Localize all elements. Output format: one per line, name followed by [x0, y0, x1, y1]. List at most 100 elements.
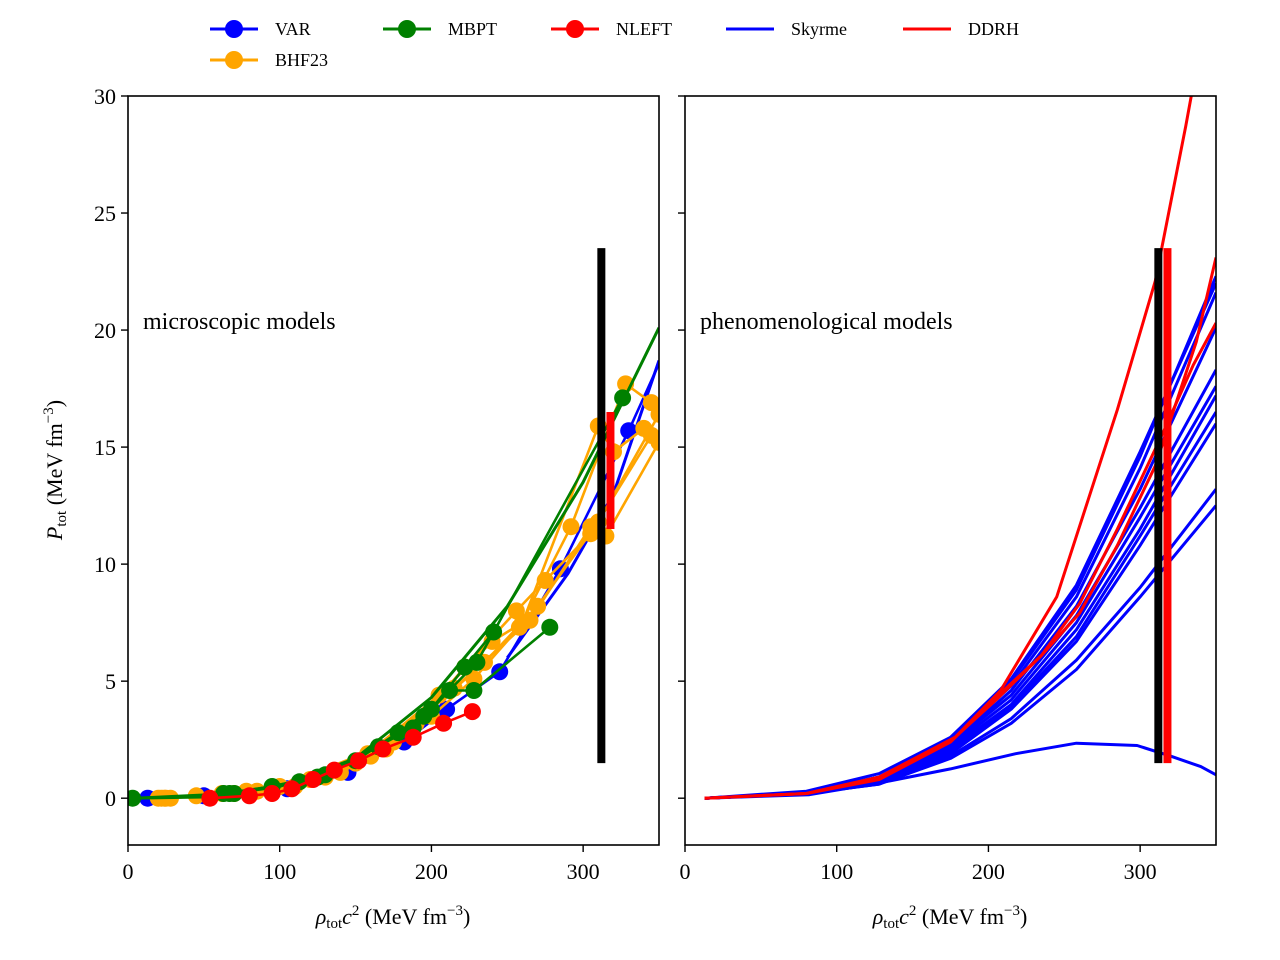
x-axis-label-phenomenological: ρtotc2 (MeV fm−3)	[872, 903, 1028, 932]
y-tick-label: 5	[105, 669, 116, 694]
legend: VAR MBPT NLEFT Skyrme DDRH BHF23	[210, 19, 1019, 70]
data-point-bhf23	[529, 597, 547, 615]
series-skyrme-11	[704, 282, 1216, 800]
data-point-nleft	[374, 740, 392, 758]
axes-frame-microscopic	[127, 95, 660, 846]
x-tick-label: 300	[1124, 859, 1157, 884]
panel-microscopic: 0 100 200 300 0 5 10 15 20 25 30 microscopic model…	[94, 84, 660, 884]
legend-swatch-marker	[225, 51, 243, 69]
data-point-bhf23	[562, 518, 580, 536]
y-tick-label: 10	[94, 552, 116, 577]
x-label-c: c	[899, 904, 909, 929]
data-point-nleft	[283, 780, 301, 798]
data-point-nleft	[350, 752, 368, 770]
plot-area-microscopic	[128, 248, 659, 807]
series-nleft-11	[201, 703, 481, 807]
data-point-nleft	[240, 787, 258, 805]
legend-swatch-marker	[398, 20, 416, 38]
legend-swatch-marker	[225, 20, 243, 38]
series-mbpt-10	[128, 327, 659, 800]
x-tick-label: 100	[263, 859, 296, 884]
legend-label: NLEFT	[616, 19, 672, 39]
y-axis-label: Ptot (MeV fm−3)	[41, 400, 70, 541]
y-label-superscript: −3	[41, 407, 57, 423]
legend-item-nleft: NLEFT	[551, 19, 672, 39]
panel-phenomenological: 0 100 200 300 phenomenological models	[678, 95, 1217, 884]
data-point-bhf23	[650, 433, 659, 451]
legend-swatch-marker	[566, 20, 584, 38]
series-line-skyrme	[704, 282, 1216, 800]
legend-label: Skyrme	[791, 19, 847, 39]
axes-frame-phenomenological	[684, 95, 1217, 846]
x-tick-label: 0	[680, 859, 691, 884]
legend-label: DDRH	[968, 19, 1019, 39]
x-label-c: c	[342, 904, 352, 929]
y-label-close: )	[42, 400, 67, 407]
x-label-superscript: −3	[1004, 903, 1020, 919]
x-label-close: )	[1020, 904, 1027, 929]
x-label-subscript: tot	[883, 916, 900, 932]
series-line-skyrme	[704, 504, 1216, 800]
x-label-unit: (MeV fm	[359, 904, 447, 929]
x-tick-label: 100	[820, 859, 853, 884]
y-label-subscript: tot	[54, 510, 70, 527]
x-label-c-superscript: 2	[352, 903, 360, 919]
x-label-unit: (MeV fm	[916, 904, 1004, 929]
y-tick-label: 25	[94, 201, 116, 226]
series-mbpt-9	[225, 618, 559, 802]
legend-item-skyrme: Skyrme	[726, 19, 847, 39]
data-point-nleft	[463, 703, 481, 721]
series-ddrh-14	[704, 96, 1193, 800]
series-bhf23-5	[162, 433, 659, 807]
series-line-ddrh	[704, 96, 1193, 800]
data-point-mbpt	[468, 653, 486, 671]
x-tick-label: 200	[415, 859, 448, 884]
data-point-nleft	[304, 771, 322, 788]
x-axis-label-microscopic: ρtotc2 (MeV fm−3)	[315, 903, 471, 932]
x-tick-label: 0	[123, 859, 134, 884]
legend-item-ddrh: DDRH	[903, 19, 1019, 39]
data-point-bhf23	[650, 405, 659, 423]
legend-label: MBPT	[448, 19, 497, 39]
ticks-phenomenological: 0 100 200 300	[678, 95, 1157, 884]
series-line-mbpt	[233, 626, 551, 795]
data-point-mbpt	[465, 682, 483, 699]
legend-item-bhf23: BHF23	[210, 50, 328, 70]
y-tick-label: 20	[94, 318, 116, 343]
data-point-var	[491, 663, 509, 681]
x-label-superscript: −3	[447, 903, 463, 919]
x-label-subscript: tot	[326, 916, 343, 932]
data-point-mbpt	[541, 618, 559, 636]
data-point-nleft	[263, 785, 281, 802]
legend-label: BHF23	[275, 50, 328, 70]
y-tick-label: 0	[105, 786, 116, 811]
legend-label: VAR	[275, 19, 311, 39]
legend-item-var: VAR	[210, 19, 311, 39]
data-point-bhf23	[521, 611, 539, 629]
plot-area-phenomenological	[704, 96, 1216, 800]
panel-annotation-phenomenological: phenomenological models	[700, 309, 953, 335]
data-point-nleft	[325, 761, 343, 779]
x-label-c-superscript: 2	[909, 903, 917, 919]
x-label-symbol: ρ	[315, 904, 327, 929]
y-label-unit: (MeV fm	[42, 423, 67, 511]
y-tick-label: 15	[94, 435, 116, 460]
x-label-symbol: ρ	[872, 904, 884, 929]
panel-annotation-microscopic: microscopic models	[143, 309, 336, 335]
series-mbpt-8	[215, 389, 632, 802]
series-line-mbpt	[128, 327, 659, 800]
series-bhf23-3	[157, 426, 659, 807]
y-label-symbol: P	[42, 527, 67, 541]
data-point-nleft	[404, 728, 422, 746]
x-label-close: )	[463, 904, 470, 929]
legend-item-mbpt: MBPT	[383, 19, 497, 39]
x-tick-label: 300	[567, 859, 600, 884]
ticks-microscopic: 0 100 200 300 0 5 10 15 20 25 30	[94, 84, 600, 884]
series-skyrme-1	[704, 504, 1216, 800]
data-point-mbpt	[441, 682, 459, 699]
x-tick-label: 200	[972, 859, 1005, 884]
data-point-nleft	[435, 714, 453, 732]
y-tick-label: 30	[94, 84, 116, 109]
data-point-nleft	[201, 789, 219, 807]
